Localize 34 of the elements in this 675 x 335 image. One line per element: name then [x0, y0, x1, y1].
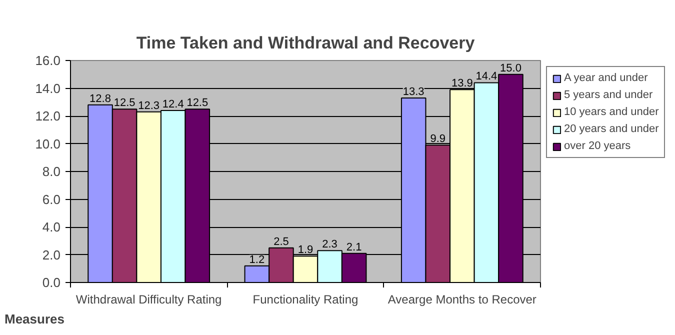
chart-title: Time Taken and Withdrawal and Recovery	[136, 34, 476, 52]
data-label: 2.1	[346, 241, 362, 254]
legend-label: 10 years and under	[564, 106, 659, 118]
data-label: 1.2	[249, 254, 265, 266]
x-axis-title: Measures	[4, 312, 64, 326]
legend-label: 20 years and under	[564, 123, 659, 135]
y-tick-label: 2.0	[42, 247, 61, 262]
y-tick-label: 10.0	[35, 136, 61, 152]
data-label: 12.5	[114, 97, 136, 110]
x-tick-label: Withdrawal Difficulty Rating	[76, 292, 222, 306]
data-label: 15.0	[500, 62, 522, 74]
y-tick-label: 4.0	[42, 220, 61, 234]
data-label: 9.9	[430, 133, 446, 146]
y-tick-label: 14.0	[35, 80, 61, 96]
legend-label: 5 years and under	[564, 89, 653, 101]
y-tick-label: 0.0	[42, 275, 61, 290]
data-label: 2.5	[274, 236, 289, 248]
y-tick-label: 6.0	[42, 192, 61, 207]
x-tick-label: Functionality Rating	[252, 292, 358, 306]
data-label: 12.5	[186, 97, 208, 110]
y-tick-label: 8.0	[42, 164, 61, 179]
data-label: 13.3	[402, 86, 424, 98]
legend-label: A year and under	[564, 72, 648, 84]
data-label: 2.3	[322, 238, 338, 251]
x-tick-label: Avearge Months to Recover	[388, 292, 536, 306]
y-tick-label: 16.0	[35, 53, 61, 68]
data-label: 14.4	[476, 70, 498, 83]
data-label: 12.3	[138, 100, 160, 112]
data-label: 12.4	[162, 98, 184, 110]
y-tick-label: 12.0	[35, 108, 61, 124]
data-label: 13.9	[451, 78, 473, 90]
legend-label: over 20 years	[564, 140, 631, 152]
data-label: 12.8	[90, 92, 111, 105]
data-label: 1.9	[298, 244, 314, 256]
